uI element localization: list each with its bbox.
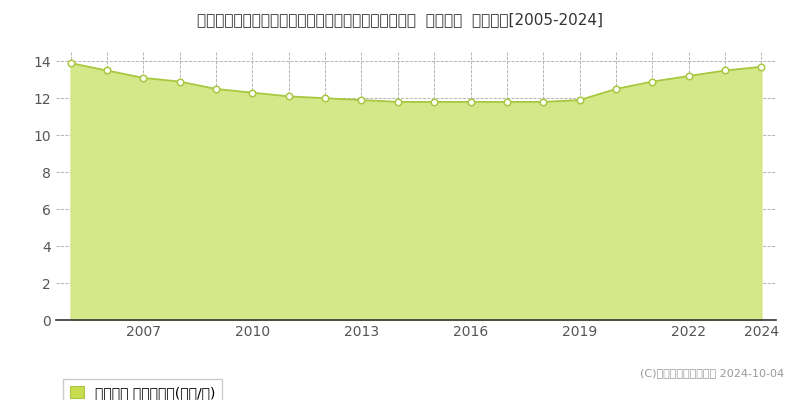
Legend: 基準地価 平均坪単価(万円/坪): 基準地価 平均坪単価(万円/坪) — [63, 379, 222, 400]
Point — [464, 99, 477, 105]
Point — [501, 99, 514, 105]
Point — [428, 99, 441, 105]
Point — [318, 95, 331, 102]
Point — [174, 78, 186, 85]
Point — [718, 67, 731, 74]
Point — [64, 60, 77, 66]
Point — [246, 90, 258, 96]
Point — [682, 73, 695, 79]
Point — [210, 86, 222, 92]
Point — [101, 67, 114, 74]
Point — [537, 99, 550, 105]
Point — [355, 97, 368, 103]
Point — [137, 75, 150, 81]
Point — [646, 78, 658, 85]
Text: (C)土地価格ドットコム 2024-10-04: (C)土地価格ドットコム 2024-10-04 — [640, 368, 784, 378]
Point — [610, 86, 622, 92]
Text: 佐賀県三養基郡みやき町大字白壁字一本栗５５０番５  基準地価  地価推移[2005-2024]: 佐賀県三養基郡みやき町大字白壁字一本栗５５０番５ 基準地価 地価推移[2005-… — [197, 12, 603, 27]
Point — [391, 99, 404, 105]
Point — [282, 93, 295, 100]
Point — [755, 64, 768, 70]
Point — [574, 97, 586, 103]
